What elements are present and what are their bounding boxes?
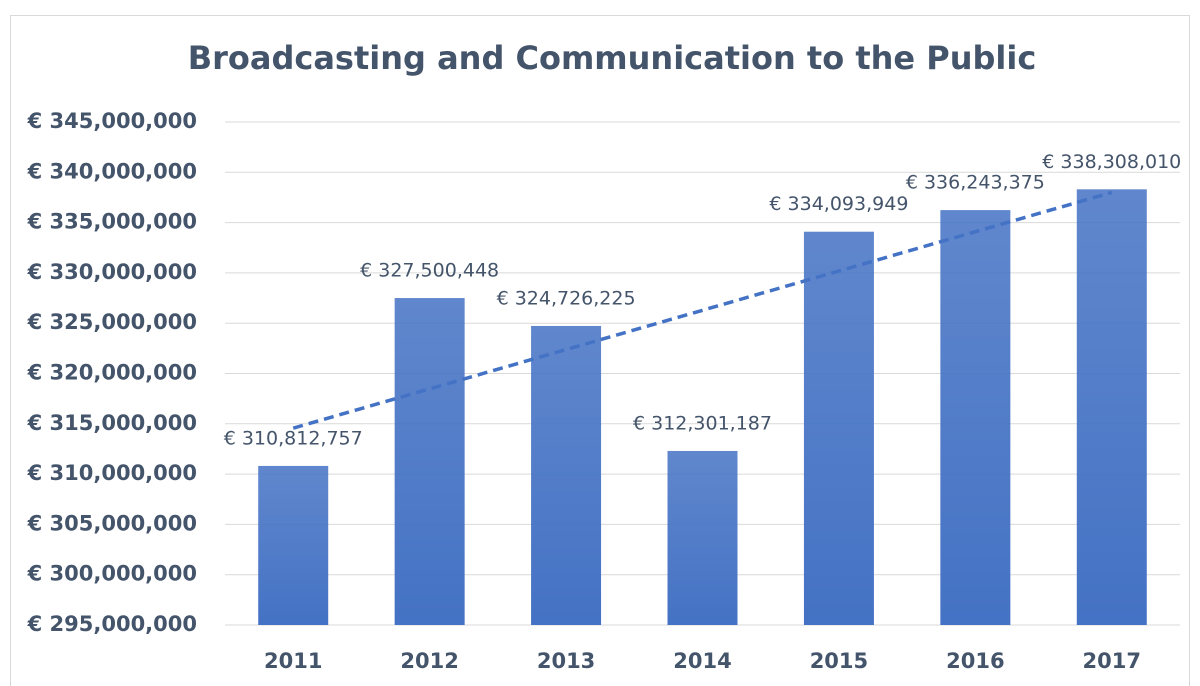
x-tick-label: 2017 bbox=[1083, 649, 1141, 673]
bar bbox=[258, 465, 329, 625]
y-tick-label: € 315,000,000 bbox=[27, 411, 197, 435]
x-tick-label: 2015 bbox=[810, 649, 868, 673]
value-label: € 327,500,448 bbox=[360, 260, 499, 282]
value-label: € 310,812,757 bbox=[224, 427, 363, 449]
x-tick-label: 2013 bbox=[537, 649, 595, 673]
bar bbox=[394, 298, 465, 625]
value-label: € 324,726,225 bbox=[497, 287, 636, 309]
y-tick-label: € 325,000,000 bbox=[27, 310, 197, 334]
value-label: € 336,243,375 bbox=[906, 172, 1045, 194]
chart-title: Broadcasting and Communication to the Pu… bbox=[188, 39, 1037, 77]
y-tick-label: € 335,000,000 bbox=[27, 210, 197, 234]
y-tick-label: € 305,000,000 bbox=[27, 511, 197, 535]
bar bbox=[940, 210, 1011, 625]
bar bbox=[803, 231, 874, 625]
value-label: € 334,093,949 bbox=[769, 193, 908, 215]
x-tick-label: 2012 bbox=[400, 649, 458, 673]
bar bbox=[667, 450, 738, 625]
bar bbox=[531, 325, 602, 625]
y-tick-label: € 295,000,000 bbox=[27, 612, 197, 636]
y-tick-label: € 330,000,000 bbox=[27, 260, 197, 284]
y-tick-label: € 340,000,000 bbox=[27, 159, 197, 183]
value-label: € 312,301,187 bbox=[633, 412, 772, 434]
x-tick-label: 2016 bbox=[946, 649, 1004, 673]
y-tick-label: € 345,000,000 bbox=[27, 109, 197, 133]
value-label: € 338,308,010 bbox=[1042, 151, 1181, 173]
y-tick-label: € 310,000,000 bbox=[27, 461, 197, 485]
x-tick-label: 2014 bbox=[673, 649, 731, 673]
trendline bbox=[292, 190, 1113, 430]
x-tick-label: 2011 bbox=[264, 649, 322, 673]
y-tick-label: € 320,000,000 bbox=[27, 361, 197, 385]
bar bbox=[1076, 189, 1147, 626]
y-tick-label: € 300,000,000 bbox=[27, 562, 197, 586]
